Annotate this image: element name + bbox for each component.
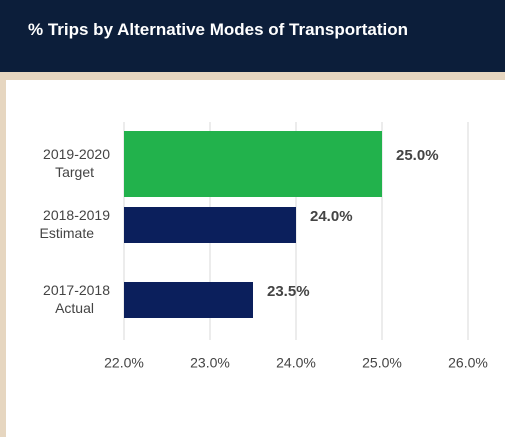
bar (124, 131, 382, 197)
bar (124, 207, 296, 243)
x-tick-label: 23.0% (190, 355, 230, 371)
y-tick-label: 2019-2020 Target (43, 146, 110, 180)
header: % Trips by Alternative Modes of Transpor… (0, 0, 505, 72)
x-tick-label: 22.0% (104, 355, 144, 371)
chart-title: % Trips by Alternative Modes of Transpor… (28, 20, 409, 39)
label-line: Actual (55, 300, 94, 316)
x-tick-label: 24.0% (276, 355, 316, 371)
label-line: 2019-2020 (43, 146, 110, 162)
x-tick-label: 26.0% (448, 355, 488, 371)
label-line: 2017-2018 (43, 282, 110, 298)
data-label: 24.0% (310, 208, 353, 225)
x-tick-label: 25.0% (362, 355, 402, 371)
label-line: 2018-2019 (43, 207, 110, 223)
y-tick-label: 2017-2018 Actual (43, 282, 110, 316)
data-label: 25.0% (396, 147, 439, 164)
data-label: 23.5% (267, 283, 310, 300)
bar (124, 282, 253, 318)
label-line: Estimate (40, 225, 95, 241)
label-line: Target (55, 164, 94, 180)
y-tick-label: 2018-2019 Estimate (40, 207, 111, 241)
